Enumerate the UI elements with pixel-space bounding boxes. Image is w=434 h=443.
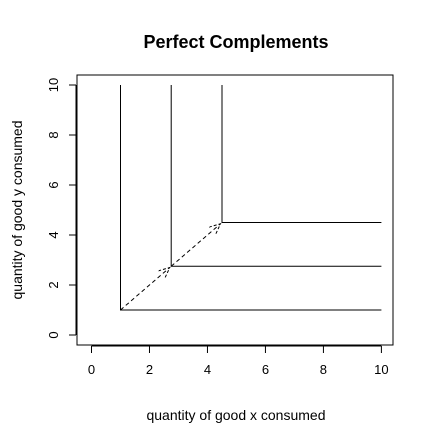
expansion-arrow-1 bbox=[120, 268, 169, 311]
y-tick-label-10: 10 bbox=[46, 78, 61, 92]
indifference-curve-2 bbox=[170, 85, 382, 267]
x-tick-label-0: 0 bbox=[88, 362, 95, 377]
expansion-arrows bbox=[120, 224, 220, 311]
x-tick-label-10: 10 bbox=[374, 362, 388, 377]
y-tick-label-0: 0 bbox=[46, 331, 61, 338]
x-tick-label-2: 2 bbox=[146, 362, 153, 377]
y-tick-label-6: 6 bbox=[46, 181, 61, 188]
y-axis-label: quantity of good y consumed bbox=[9, 120, 25, 299]
chart-title: Perfect Complements bbox=[143, 32, 328, 52]
plot-frame bbox=[76, 74, 394, 346]
y-tick-label-2: 2 bbox=[46, 281, 61, 288]
x-tick-label-8: 8 bbox=[320, 362, 327, 377]
y-tick-label-4: 4 bbox=[46, 231, 61, 238]
y-axis: 0 2 4 6 8 10 bbox=[46, 78, 77, 339]
expansion-arrow-2 bbox=[170, 224, 220, 267]
x-axis: 0 2 4 6 8 10 bbox=[88, 345, 389, 377]
indifference-curve-3 bbox=[221, 85, 382, 223]
x-tick-label-4: 4 bbox=[204, 362, 211, 377]
x-tick-label-6: 6 bbox=[262, 362, 269, 377]
y-tick-label-8: 8 bbox=[46, 131, 61, 138]
x-axis-label: quantity of good x consumed bbox=[146, 407, 325, 423]
